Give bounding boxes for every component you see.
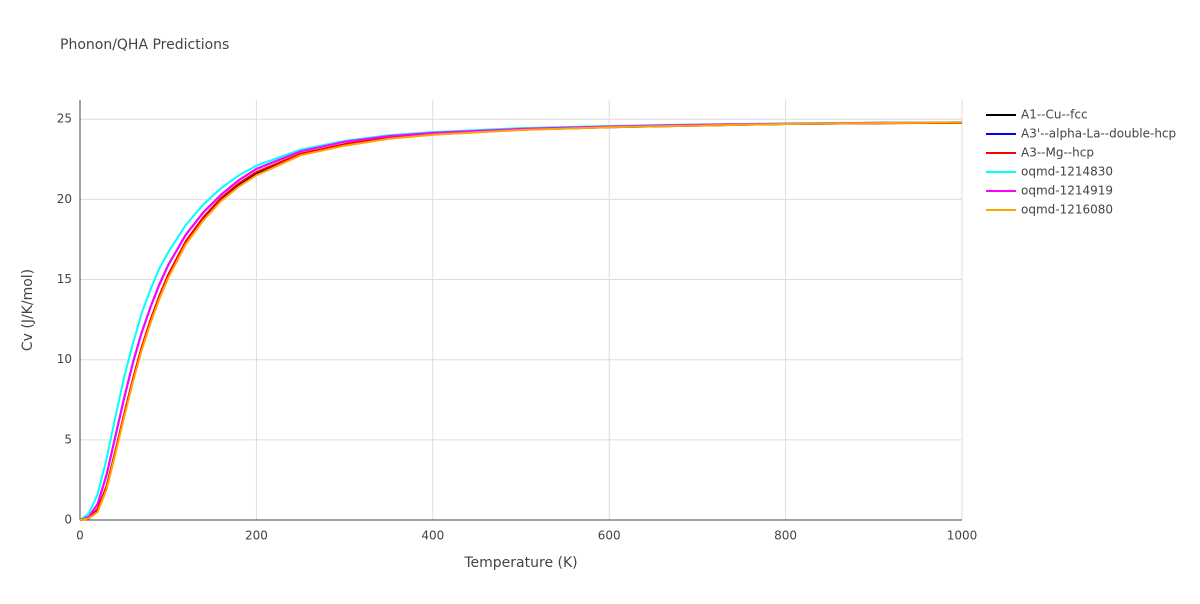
x-tick-label: 800 bbox=[774, 529, 797, 543]
x-tick-label: 0 bbox=[76, 529, 84, 543]
legend-label: oqmd-1214919 bbox=[1021, 184, 1113, 198]
y-tick-label: 10 bbox=[57, 352, 72, 366]
y-tick-label: 25 bbox=[57, 112, 72, 126]
series-line bbox=[79, 121, 963, 521]
legend-label: A3--Mg--hcp bbox=[1021, 146, 1094, 160]
y-axis-label: Cv (J/K/mol) bbox=[20, 269, 36, 351]
series-line bbox=[79, 121, 963, 521]
y-tick-label: 15 bbox=[57, 272, 72, 286]
series-line bbox=[79, 121, 963, 521]
y-tick-label: 0 bbox=[64, 513, 72, 527]
legend-label: A1--Cu--fcc bbox=[1021, 108, 1088, 122]
chart-title: Phonon/QHA Predictions bbox=[60, 37, 229, 53]
x-tick-label: 1000 bbox=[947, 529, 978, 543]
series-line bbox=[79, 121, 963, 521]
legend-label: oqmd-1216080 bbox=[1021, 203, 1113, 217]
x-tick-label: 200 bbox=[245, 529, 268, 543]
x-axis-label: Temperature (K) bbox=[463, 555, 577, 571]
series-line bbox=[79, 121, 963, 521]
y-tick-label: 5 bbox=[64, 432, 72, 446]
legend-label: oqmd-1214830 bbox=[1021, 165, 1113, 179]
x-tick-label: 600 bbox=[598, 529, 621, 543]
legend-label: A3'--alpha-La--double-hcp bbox=[1021, 127, 1176, 141]
y-tick-label: 20 bbox=[57, 192, 72, 206]
x-tick-label: 400 bbox=[421, 529, 444, 543]
series-line bbox=[79, 121, 963, 521]
